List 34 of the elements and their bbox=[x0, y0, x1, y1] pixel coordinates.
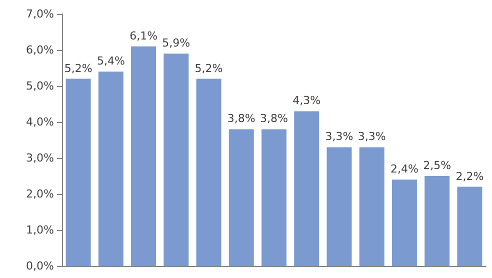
bar bbox=[457, 186, 482, 266]
y-tick-label: 5,0% bbox=[26, 80, 54, 92]
bar bbox=[262, 129, 286, 266]
data-label: 5,4% bbox=[96, 54, 125, 68]
y-tick-label: 2,0% bbox=[26, 188, 54, 200]
y-tick-label: 3,0% bbox=[26, 152, 54, 164]
bar bbox=[131, 46, 156, 266]
data-label: 3,8% bbox=[260, 112, 288, 126]
bar bbox=[196, 78, 222, 266]
data-label: 4,3% bbox=[292, 94, 321, 108]
bar bbox=[66, 78, 91, 266]
data-label: 5,9% bbox=[162, 36, 190, 50]
bar bbox=[326, 147, 352, 266]
data-label: 5,2% bbox=[194, 62, 223, 75]
y-tick-label: 4,0% bbox=[26, 116, 54, 128]
y-tick-label: 7,0% bbox=[26, 8, 54, 20]
bar bbox=[294, 111, 320, 266]
bar bbox=[164, 54, 189, 266]
data-label: 3,3% bbox=[358, 130, 386, 144]
bar bbox=[98, 72, 124, 266]
data-label: 3,3% bbox=[325, 130, 354, 144]
y-tick-label: 0,0% bbox=[26, 260, 54, 272]
data-label: 3,8% bbox=[227, 112, 256, 126]
bar bbox=[228, 129, 254, 266]
data-label: 2,2% bbox=[456, 170, 484, 183]
data-label: 2,5% bbox=[423, 159, 452, 172]
bar bbox=[424, 176, 450, 266]
data-label: 6,1% bbox=[130, 29, 158, 42]
data-label: 5,2% bbox=[64, 62, 92, 75]
bar bbox=[392, 180, 417, 266]
y-tick-label: 6,0% bbox=[26, 44, 54, 56]
bar bbox=[359, 147, 384, 266]
data-label: 2,4% bbox=[390, 162, 418, 176]
y-tick-label: 1,0% bbox=[26, 224, 54, 236]
